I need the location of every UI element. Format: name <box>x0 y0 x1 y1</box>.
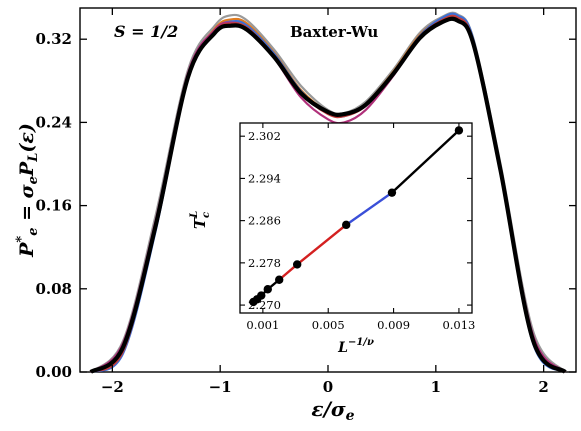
main-x-tick-label: 0 <box>323 378 333 396</box>
inset-data-point <box>387 188 397 197</box>
main-x-tick-label: 2 <box>538 378 548 396</box>
inset-x-tick-label: 0.013 <box>442 318 475 332</box>
svg-text:P*e = σePL(ε): P*e = σePL(ε) <box>14 123 41 258</box>
main-y-axis-label: P*e = σePL(ε) <box>14 123 41 258</box>
inset-y-tick-label: 2.286 <box>248 214 281 228</box>
main-x-tick-label: −1 <box>209 378 232 396</box>
inset-x-axis-label: L−1/ν <box>337 337 374 356</box>
main-x-tick-label: −2 <box>101 378 124 396</box>
inset-fit-segment-2 <box>345 191 393 226</box>
main-ticks-group: −2 −1 0 1 2 0.00 0.08 0.16 0.24 0.32 <box>35 8 576 396</box>
inset-x-tick-label: 0.005 <box>312 318 345 332</box>
inset-data-point <box>263 285 272 294</box>
inset-y-axis-label: TcL <box>189 211 212 229</box>
main-y-tick-label: 0.32 <box>35 30 72 48</box>
inset-y-tick-label: 2.278 <box>248 256 281 270</box>
inset-x-tick-label: 0.009 <box>377 318 410 332</box>
main-series-line-5 <box>89 16 567 374</box>
main-y-tick-label: 0.00 <box>35 363 72 381</box>
inset-data-point <box>257 291 266 300</box>
inset-y-tick-label: 2.294 <box>248 171 281 185</box>
model-annotation: Baxter-Wu <box>290 23 378 41</box>
inset-y-tick-label: 2.302 <box>248 129 281 143</box>
main-x-axis-label: ε/σe <box>311 397 354 424</box>
inset-fit-segment-3 <box>391 129 460 194</box>
svg-text:TcL: TcL <box>189 211 212 229</box>
main-x-tick-label: 1 <box>431 378 441 396</box>
inset-data-point <box>341 220 351 230</box>
inset-data-point <box>454 126 464 135</box>
inset-data-point <box>275 275 284 284</box>
inset-content-group <box>249 126 464 307</box>
main-y-tick-label: 0.08 <box>35 280 72 298</box>
inset-x-tick-label: 0.001 <box>246 318 279 332</box>
inset-y-tick-label: 2.270 <box>248 298 281 312</box>
main-series-group <box>89 11 567 374</box>
main-y-tick-label: 0.16 <box>35 197 72 215</box>
spin-annotation: S = 1/2 <box>114 22 178 41</box>
main-y-tick-label: 0.24 <box>35 113 72 131</box>
inset-ticks-group: 0.001 0.005 0.009 0.013 2.270 2.278 2.286 2.294… <box>240 123 475 332</box>
inset-data-point <box>292 260 302 269</box>
